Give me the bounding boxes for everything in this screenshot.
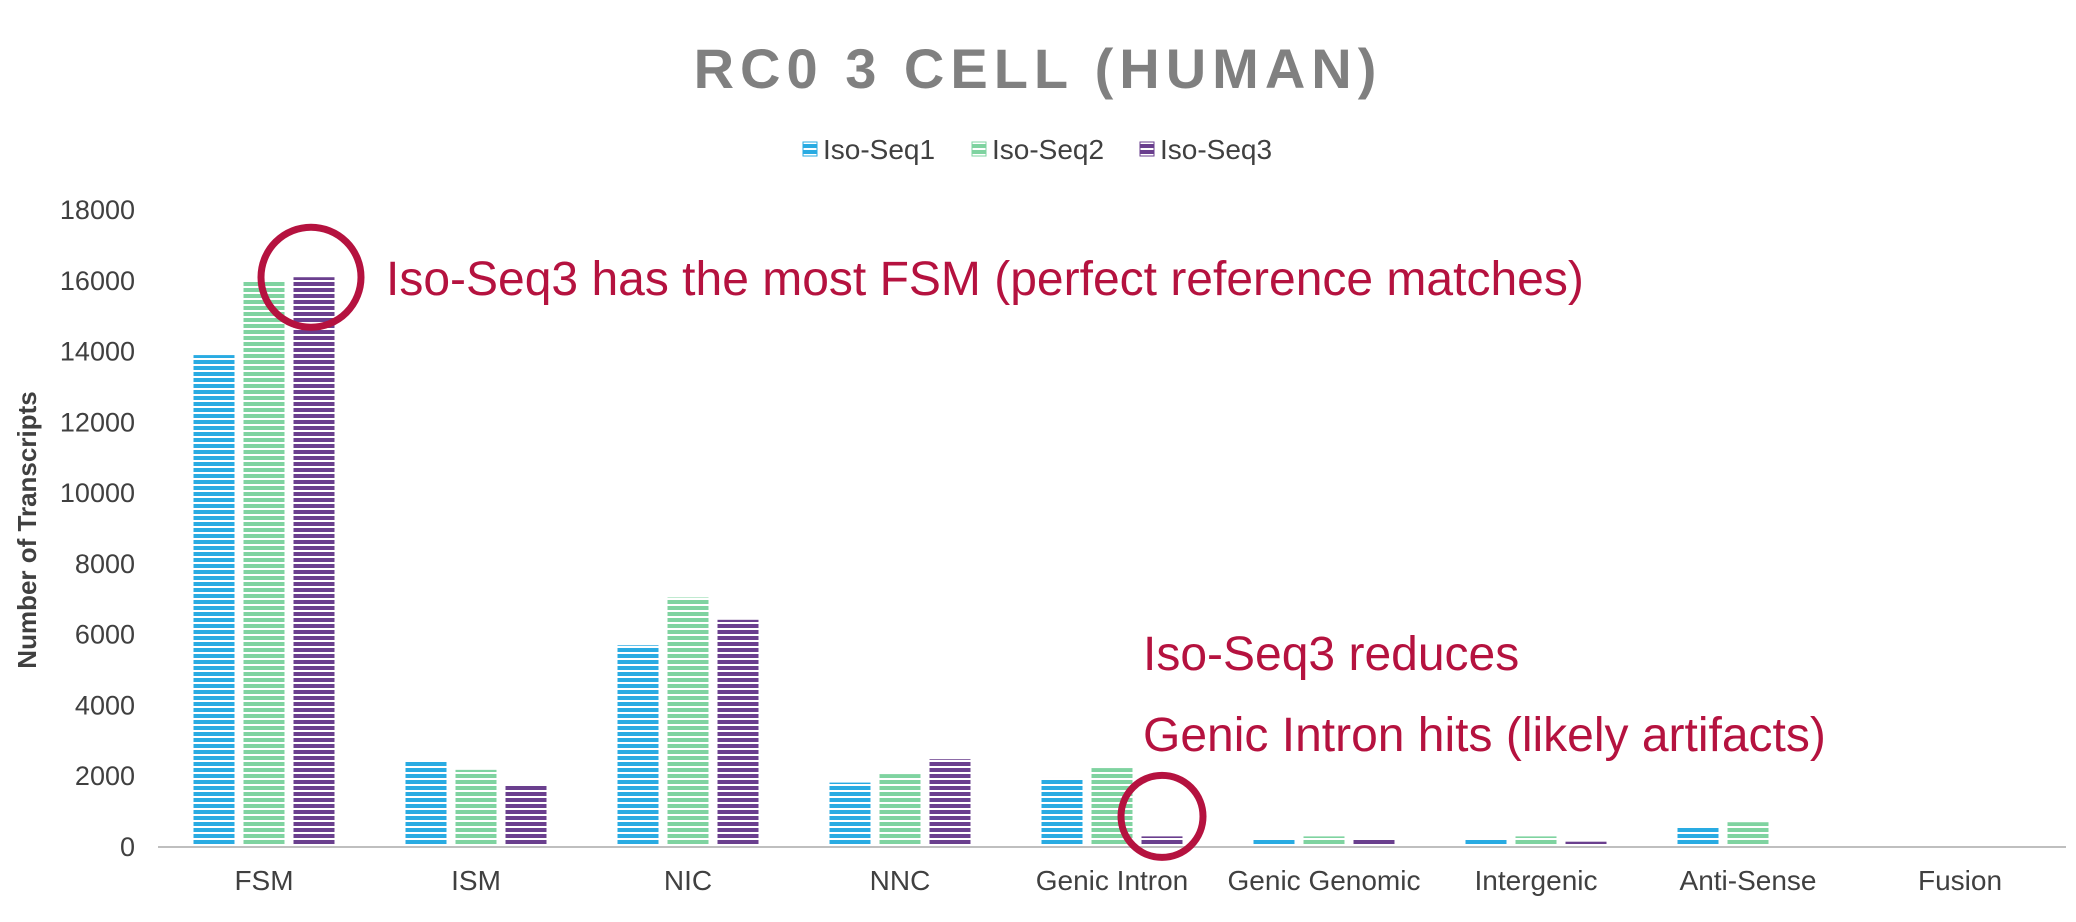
bar-iso-seq3-nnc <box>929 759 971 847</box>
x-tick-label: Anti-Sense <box>1680 865 1817 896</box>
highlight-circle <box>257 223 365 331</box>
legend-label: Iso-Seq3 <box>1160 134 1272 165</box>
bar-iso-seq1-anti-sense <box>1677 826 1719 847</box>
bar-iso-seq2-ism <box>455 769 497 847</box>
y-tick-label: 16000 <box>60 266 135 296</box>
bar-iso-seq3-fsm <box>293 277 335 847</box>
bar-iso-seq1-fsm <box>193 355 235 847</box>
bar-iso-seq1-genic-genomic <box>1253 838 1295 847</box>
bar-iso-seq1-nic <box>617 645 659 847</box>
x-tick-label: NNC <box>870 865 931 896</box>
y-axis-label: Number of Transcripts <box>12 391 42 668</box>
x-axis: FSM ISM NIC NNC Genic Intron Genic Genomic Int… <box>234 865 2002 896</box>
legend-swatch <box>1139 141 1155 157</box>
x-tick-label: Genic Genomic <box>1228 865 1421 896</box>
legend-swatch <box>802 141 818 157</box>
x-tick-label: ISM <box>451 865 501 896</box>
y-tick-label: 12000 <box>60 407 135 437</box>
y-tick-label: 18000 <box>60 195 135 225</box>
bar-iso-seq2-nnc <box>879 774 921 847</box>
x-tick-label: Intergenic <box>1475 865 1598 896</box>
legend-label: Iso-Seq2 <box>992 134 1104 165</box>
bar-iso-seq2-nic <box>667 597 709 847</box>
legend: Iso-Seq1 Iso-Seq2 Iso-Seq3 <box>802 134 1272 165</box>
y-axis: 0 2000 4000 6000 8000 10000 12000 14000 16000 180… <box>60 195 135 862</box>
bar-iso-seq1-genic-intron <box>1041 777 1083 847</box>
bar-iso-seq2-fsm <box>243 280 285 847</box>
bar-iso-seq3-intergenic <box>1565 841 1607 847</box>
y-tick-label: 10000 <box>60 478 135 508</box>
highlight-circle <box>1117 771 1207 861</box>
y-tick-label: 14000 <box>60 337 135 367</box>
annotation-text: Iso-Seq3 reduces <box>1143 628 1519 681</box>
y-tick-label: 8000 <box>75 549 135 579</box>
bar-iso-seq1-intergenic <box>1465 838 1507 847</box>
bar-iso-seq2-anti-sense <box>1727 822 1769 847</box>
y-tick-label: 2000 <box>75 761 135 791</box>
y-tick-label: 6000 <box>75 620 135 650</box>
x-tick-label: Genic Intron <box>1036 865 1189 896</box>
bar-iso-seq3-genic-genomic <box>1353 839 1395 847</box>
chart-title: RC0 3 CELL (HUMAN) <box>694 37 1383 100</box>
bar-iso-seq1-ism <box>405 760 447 847</box>
y-tick-label: 0 <box>120 832 135 862</box>
bar-iso-seq3-ism <box>505 784 547 847</box>
bar-iso-seq3-nic <box>717 619 759 847</box>
bars <box>193 277 1769 847</box>
bar-iso-seq3-genic-intron <box>1141 836 1183 847</box>
bar-iso-seq1-nnc <box>829 782 871 847</box>
legend-swatch <box>971 141 987 157</box>
annotation-text: Iso-Seq3 has the most FSM (perfect refer… <box>386 253 1584 306</box>
bar-iso-seq2-genic-genomic <box>1303 836 1345 847</box>
y-tick-label: 4000 <box>75 690 135 720</box>
x-tick-label: Fusion <box>1918 865 2002 896</box>
x-tick-label: NIC <box>664 865 712 896</box>
annotation-text: Genic Intron hits (likely artifacts) <box>1143 709 1826 762</box>
annotations: Iso-Seq3 has the most FSM (perfect refer… <box>257 223 1826 861</box>
x-tick-label: FSM <box>234 865 293 896</box>
bar-iso-seq2-intergenic <box>1515 836 1557 847</box>
legend-label: Iso-Seq1 <box>823 134 935 165</box>
